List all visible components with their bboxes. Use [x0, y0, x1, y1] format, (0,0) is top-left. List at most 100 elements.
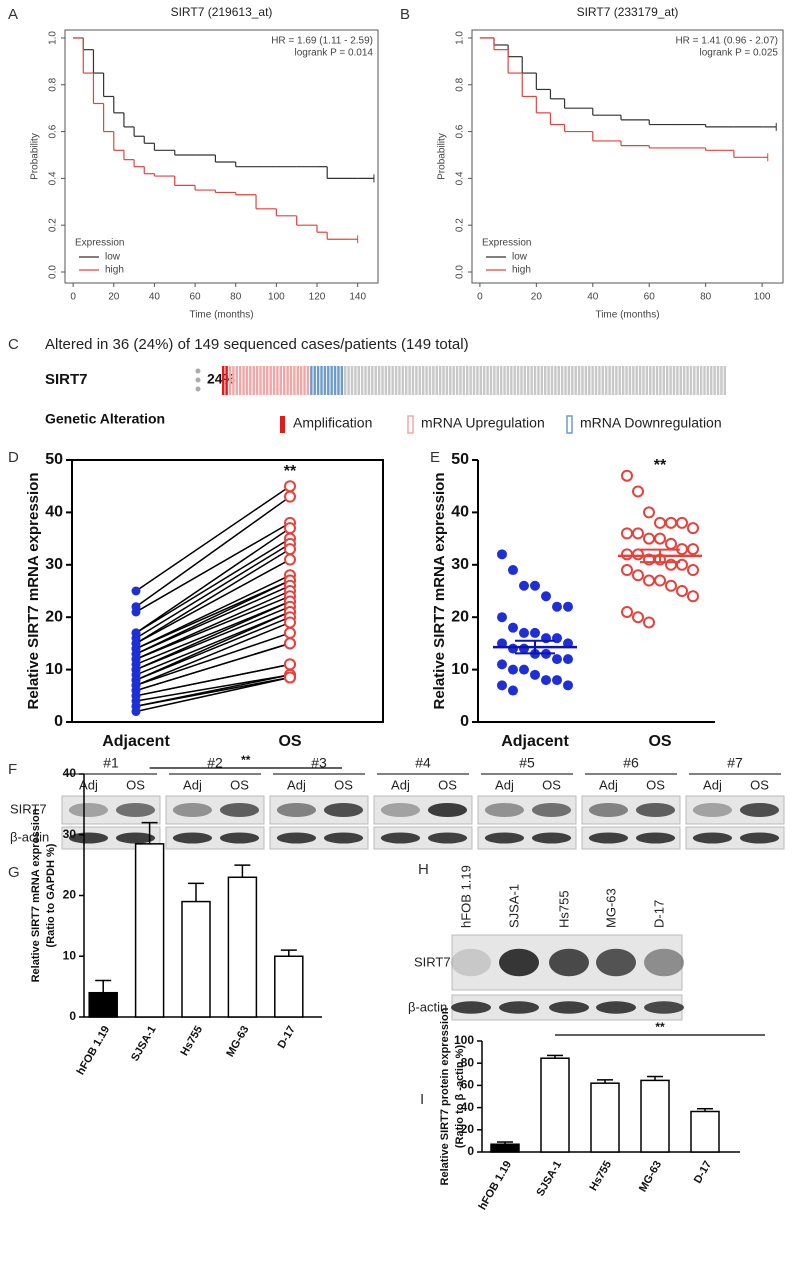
case-bar	[459, 366, 462, 395]
data-point	[632, 548, 644, 561]
case-bar	[347, 366, 350, 395]
x-tick-label: MG-63	[224, 1024, 251, 1059]
case-bar	[564, 366, 567, 395]
case-bar	[493, 366, 496, 395]
significance: **	[241, 753, 251, 767]
blot-band	[276, 832, 317, 844]
case-bar	[398, 366, 401, 395]
legend-title: Genetic Alteration	[45, 411, 165, 427]
y-tick-label: 0	[467, 1144, 474, 1158]
case-bar	[293, 366, 296, 395]
case-bar	[306, 366, 310, 395]
case-bar	[530, 366, 533, 395]
blot-band	[380, 803, 421, 817]
data-point	[676, 585, 688, 597]
y-tick-label: 0	[69, 1009, 76, 1023]
y-tick-label: 0	[460, 713, 469, 730]
y-tick-label: 100	[454, 1033, 474, 1047]
y-tick-label: 0.8	[48, 77, 59, 91]
pair-line	[135, 558, 291, 645]
case-bar	[340, 366, 344, 395]
y-tick-label: 20	[45, 608, 63, 625]
chart-title: SIRT7 (233179_at)	[577, 5, 679, 19]
data-point	[508, 685, 518, 696]
pair-line	[135, 595, 291, 660]
data-point	[665, 579, 677, 592]
case-bar	[537, 366, 540, 395]
case-bar	[635, 366, 638, 395]
data-point	[563, 601, 573, 612]
y-tick-label: 20	[451, 608, 469, 625]
data-point	[497, 549, 507, 560]
case-bar	[225, 366, 228, 395]
case-bar	[245, 366, 249, 395]
case-bar	[360, 366, 364, 395]
annotation: logrank P = 0.014	[295, 48, 374, 59]
pair-line	[135, 606, 291, 671]
y-tick-label: 1.0	[48, 31, 59, 45]
blot-strip	[165, 795, 265, 825]
lane-label: hFOB 1.19	[458, 865, 473, 928]
significance: **	[284, 463, 297, 480]
case-bar	[615, 366, 618, 395]
blot-band	[531, 803, 572, 817]
case-bar	[242, 366, 245, 395]
blot-band	[692, 803, 733, 817]
pair-line	[135, 522, 291, 613]
adjacent-point	[131, 707, 141, 717]
data-point	[508, 565, 518, 576]
sample-label: #5	[519, 755, 535, 771]
y-tick-label: 0.4	[48, 171, 59, 185]
case-bar	[686, 366, 689, 395]
case-bar	[408, 366, 411, 395]
blot-band	[427, 803, 468, 817]
blot-band	[588, 803, 629, 817]
data-point	[654, 516, 666, 529]
case-bar	[401, 366, 405, 395]
data-point	[530, 627, 540, 638]
blot-band	[739, 832, 780, 844]
case-bar	[279, 366, 283, 395]
alteration-percent: 24%	[207, 371, 236, 387]
case-bar	[384, 366, 388, 395]
case-bar	[581, 366, 584, 395]
data-point	[687, 522, 699, 535]
case-bar	[571, 366, 574, 395]
case-bar	[574, 366, 577, 395]
x-tick-label: 120	[309, 292, 326, 303]
case-bar	[411, 366, 415, 395]
row-label: SIRT7	[10, 801, 47, 816]
case-bar	[621, 366, 625, 395]
case-bar	[543, 366, 547, 395]
x-tick-label: 60	[644, 292, 656, 303]
data-point	[643, 574, 655, 587]
data-point	[632, 569, 644, 582]
case-bar	[689, 366, 693, 395]
case-bar	[523, 366, 527, 395]
case-bar	[496, 366, 499, 395]
data-point	[632, 611, 644, 624]
lane-label: OS	[126, 777, 145, 792]
lane-label: OS	[230, 777, 249, 792]
bar	[540, 1057, 570, 1153]
case-bar	[252, 366, 255, 395]
bar	[690, 1110, 720, 1153]
case-bar	[432, 366, 435, 395]
case-bar	[588, 366, 591, 395]
x-tick-label: 0	[477, 292, 483, 303]
y-tick-label: 0.6	[48, 124, 59, 138]
os-point	[284, 637, 296, 650]
y-tick-label: 1.0	[455, 31, 466, 45]
significance: **	[654, 457, 667, 474]
panel-label: D	[8, 449, 19, 466]
case-bar	[547, 366, 550, 395]
case-bar	[381, 366, 384, 395]
y-tick-label: 0.6	[455, 124, 466, 138]
case-bar	[584, 366, 588, 395]
legend-label: low	[512, 252, 528, 263]
y-tick-label: 0.0	[455, 265, 466, 279]
adjacent-point	[131, 586, 141, 596]
y-tick-label: 10	[63, 948, 77, 962]
data-point	[665, 537, 677, 550]
os-point	[284, 616, 296, 629]
